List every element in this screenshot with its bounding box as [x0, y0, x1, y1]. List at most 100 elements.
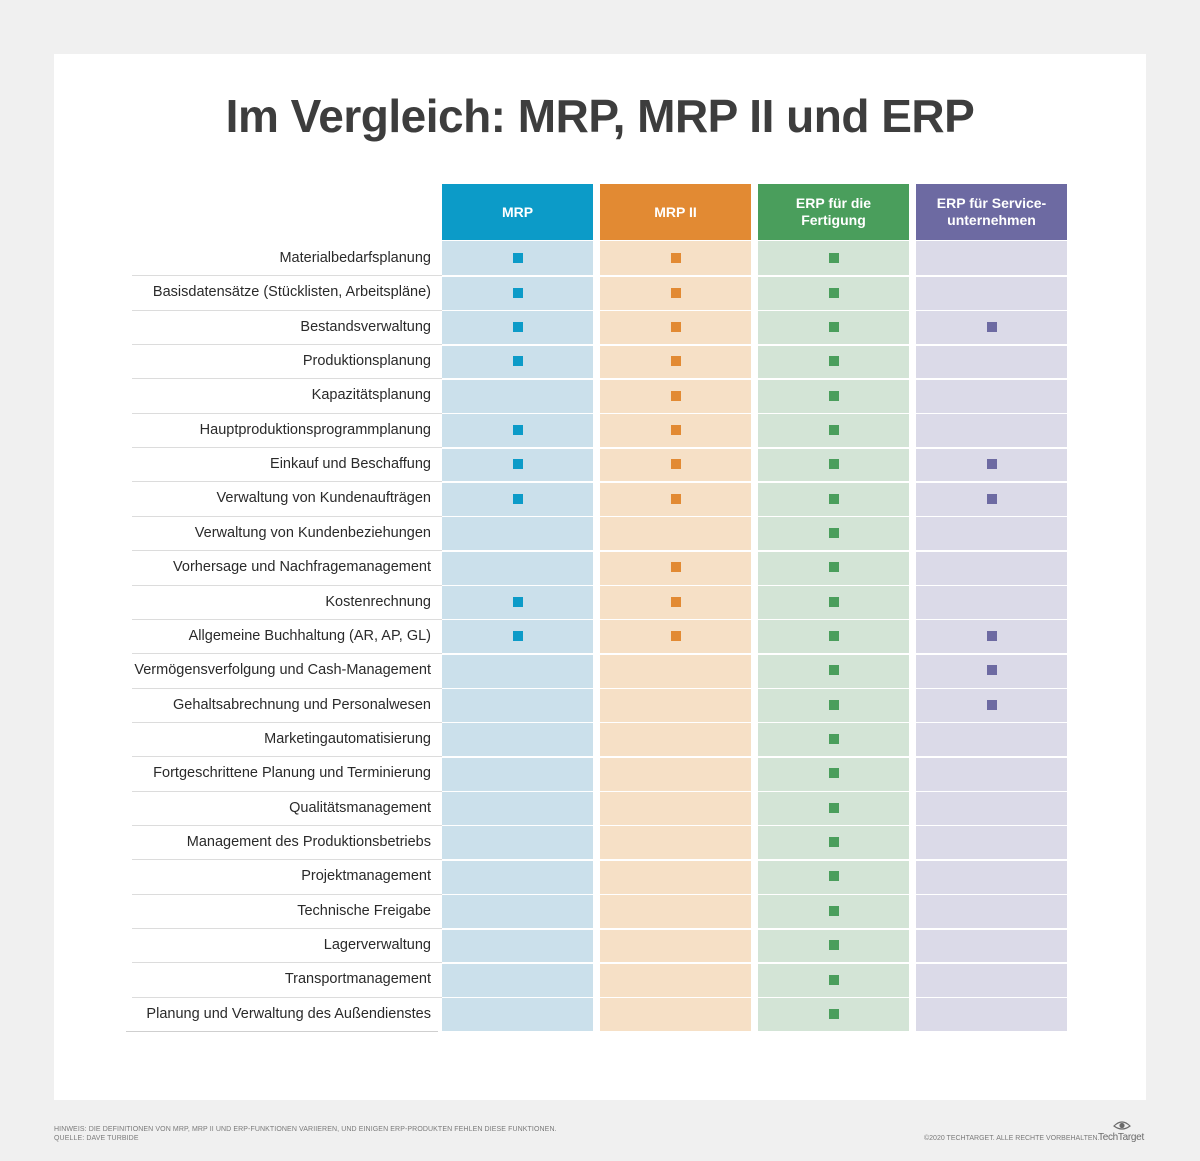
cell-divider — [442, 653, 593, 655]
cell-divider — [758, 412, 909, 415]
cell-divider — [600, 412, 751, 415]
checkmark-square-icon — [828, 424, 839, 435]
cell-divider — [600, 756, 751, 758]
cell-divider — [916, 893, 1067, 896]
checkmark-square-icon — [828, 527, 839, 538]
table-row: Kostenrechnung — [126, 584, 1070, 619]
row-divider — [132, 309, 444, 311]
logo-text: TechTarget — [1098, 1132, 1144, 1143]
cell-divider — [600, 378, 751, 380]
row-label: Transportmanagement — [284, 971, 431, 988]
page-title: Im Vergleich: MRP, MRP II und ERP — [225, 90, 975, 142]
row-label: Kapazitätsplanung — [311, 387, 431, 404]
row-divider — [132, 378, 444, 380]
cell-divider — [916, 550, 1067, 552]
cell-divider — [758, 893, 909, 896]
row-divider — [132, 721, 444, 723]
cell-divider — [600, 996, 751, 999]
cell-divider — [758, 962, 909, 964]
checkmark-square-icon — [512, 356, 523, 367]
cell-divider — [758, 687, 909, 690]
checkmark-square-icon — [512, 459, 523, 470]
row-divider — [132, 756, 444, 758]
checkmark-square-icon — [828, 974, 839, 985]
table-row: Einkauf und Beschaffung — [126, 447, 1070, 481]
row-divider — [132, 653, 444, 655]
cell-divider — [442, 962, 593, 964]
table-row: Vorhersage und Nachfragemanagement — [126, 550, 1070, 584]
table-row: Hauptproduktionsprogrammplanung — [126, 412, 1070, 447]
cell-divider — [600, 550, 751, 552]
checkmark-square-icon — [512, 424, 523, 435]
checkmark-square-icon — [828, 871, 839, 882]
checkmark-square-icon — [828, 905, 839, 916]
checkmark-square-icon — [828, 562, 839, 573]
table-bottom-line — [126, 1031, 438, 1032]
cell-divider — [758, 515, 909, 518]
cell-divider — [600, 687, 751, 690]
column-header-2: ERP für die Fertigung — [758, 184, 909, 240]
cell-divider — [916, 756, 1067, 758]
cell-divider — [600, 962, 751, 964]
checkmark-square-icon — [512, 493, 523, 504]
cell-divider — [600, 928, 751, 930]
checkmark-square-icon — [828, 802, 839, 813]
cell-divider — [442, 550, 593, 552]
row-label: Hauptproduktionsprogrammplanung — [199, 421, 431, 438]
cell-divider — [916, 309, 1067, 312]
row-label: Vorhersage und Nachfragemanagement — [173, 559, 431, 576]
table-row: Bestandsverwaltung — [126, 309, 1070, 344]
checkmark-square-icon — [512, 287, 523, 298]
cell-divider — [916, 721, 1067, 724]
cell-divider — [600, 893, 751, 896]
cell-divider — [758, 653, 909, 655]
cell-divider — [758, 790, 909, 793]
cell-divider — [758, 721, 909, 724]
checkmark-square-icon — [828, 493, 839, 504]
checkmark-square-icon — [828, 390, 839, 401]
row-divider — [132, 928, 444, 929]
checkmark-square-icon — [828, 665, 839, 676]
cell-divider — [600, 309, 751, 312]
row-label: Marketingautomatisierung — [264, 730, 431, 747]
cell-divider — [600, 653, 751, 655]
checkmark-square-icon — [670, 562, 681, 573]
row-divider — [132, 618, 444, 620]
checkmark-square-icon — [828, 837, 839, 848]
checkmark-square-icon — [670, 356, 681, 367]
checkmark-square-icon — [986, 459, 997, 470]
row-label: Verwaltung von Kundenbeziehungen — [194, 524, 431, 541]
cell-divider — [600, 790, 751, 793]
row-label: Allgemeine Buchhaltung (AR, AP, GL) — [188, 627, 431, 644]
cell-divider — [758, 481, 909, 483]
row-divider — [132, 447, 444, 449]
techtarget-logo: TechTarget — [1098, 1118, 1146, 1144]
checkmark-square-icon — [986, 321, 997, 332]
cell-divider — [916, 618, 1067, 621]
row-divider — [132, 584, 444, 586]
table-row: Fortgeschrittene Planung und Terminierun… — [126, 756, 1070, 790]
row-label: Verwaltung von Kundenaufträgen — [216, 490, 431, 507]
cell-divider — [442, 790, 593, 793]
cell-divider — [600, 515, 751, 518]
cell-divider — [916, 824, 1067, 827]
table-row: Projektmanagement — [126, 859, 1070, 893]
checkmark-square-icon — [828, 287, 839, 298]
cell-divider — [916, 344, 1067, 346]
cell-divider — [916, 687, 1067, 690]
checkmark-square-icon — [512, 631, 523, 642]
table-row: Management des Produktionsbetriebs — [126, 824, 1070, 859]
cell-divider — [442, 378, 593, 380]
cell-divider — [442, 824, 593, 827]
row-label: Lagerverwaltung — [323, 937, 431, 953]
checkmark-square-icon — [670, 287, 681, 298]
checkmark-square-icon — [828, 940, 839, 951]
cell-divider — [758, 378, 909, 380]
checkmark-square-icon — [512, 596, 523, 607]
row-label: Projektmanagement — [301, 868, 431, 885]
table-row: Kapazitätsplanung — [126, 378, 1070, 412]
checkmark-square-icon — [986, 665, 997, 676]
row-label: Management des Produktionsbetriebs — [186, 833, 431, 850]
checkmark-square-icon — [670, 321, 681, 332]
row-label: Fortgeschrittene Planung und Terminierun… — [153, 765, 431, 782]
